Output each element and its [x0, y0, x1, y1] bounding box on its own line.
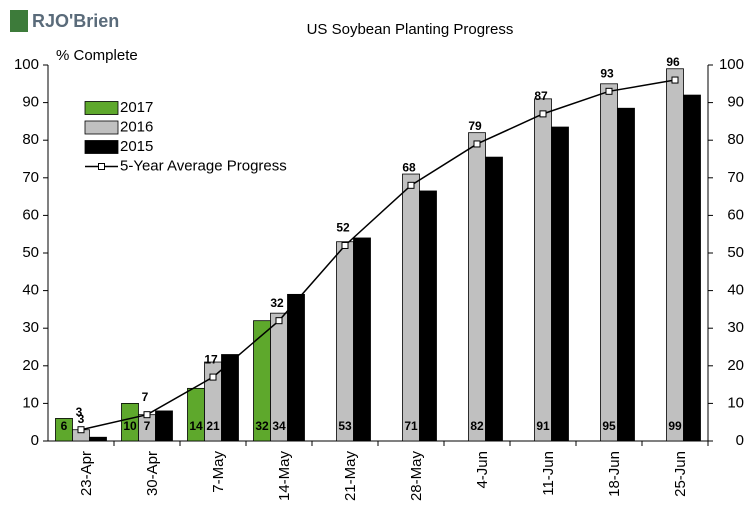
data-label: 68: [402, 160, 416, 174]
line-marker: [143, 411, 151, 419]
data-label: 79: [468, 119, 482, 133]
y-axis-label: % Complete: [56, 47, 138, 64]
data-label: 34: [272, 419, 286, 433]
y-tick-label: 20: [22, 357, 39, 374]
legend-label: 2017: [120, 99, 153, 116]
x-tick-label: 4-Jun: [474, 451, 491, 489]
data-label: 91: [536, 419, 550, 433]
data-label: 3: [76, 405, 83, 419]
y-tick-label: 100: [14, 56, 39, 73]
average-line: [80, 79, 676, 431]
bar: [89, 436, 107, 442]
bar: [600, 83, 618, 442]
line-marker: [539, 110, 547, 118]
y2-tick-label: 10: [727, 394, 744, 411]
logo-mark: [10, 10, 28, 32]
bar: [155, 410, 173, 442]
bar: [468, 132, 486, 442]
y-tick-label: 30: [22, 319, 39, 336]
y2-tick-label: 0: [736, 432, 744, 449]
y2-tick-label: 100: [719, 56, 744, 73]
y2-tick-label: 90: [727, 94, 744, 111]
legend-label: 5-Year Average Progress: [120, 157, 287, 174]
logo: RJO'Brien: [32, 11, 119, 31]
y2-tick-label: 30: [727, 319, 744, 336]
y2-tick-label: 50: [727, 244, 744, 261]
y2-tick-label: 20: [727, 357, 744, 374]
x-tick-label: 14-May: [276, 451, 293, 502]
legend-marker: [98, 163, 105, 170]
legend-swatch: [84, 120, 119, 135]
y2-tick-label: 60: [727, 206, 744, 223]
bar: [419, 190, 437, 442]
bar: [336, 241, 354, 442]
data-label: 10: [123, 419, 137, 433]
line-marker: [275, 317, 283, 325]
x-tick-label: 18-Jun: [606, 451, 623, 497]
y-tick-label: 50: [22, 244, 39, 261]
x-tick-label: 7-May: [210, 451, 227, 493]
line-marker: [77, 426, 85, 434]
bar: [221, 354, 239, 442]
bar: [287, 293, 305, 442]
y-tick-label: 70: [22, 169, 39, 186]
y-tick-label: 60: [22, 206, 39, 223]
data-label: 82: [470, 419, 484, 433]
line-marker: [209, 373, 217, 381]
y-tick-label: 40: [22, 282, 39, 299]
y2-tick-label: 40: [727, 282, 744, 299]
x-tick-label: 11-Jun: [540, 451, 557, 496]
y-tick-label: 0: [31, 432, 39, 449]
data-label: 14: [189, 419, 203, 433]
bar: [617, 107, 635, 442]
y-tick-label: 90: [22, 94, 39, 111]
data-label: 32: [270, 296, 284, 310]
data-label: 32: [255, 419, 269, 433]
legend-swatch: [84, 140, 119, 154]
x-tick-label: 30-Apr: [144, 451, 161, 496]
data-label: 87: [534, 89, 548, 103]
data-label: 17: [204, 352, 218, 366]
y-tick-label: 80: [22, 131, 39, 148]
line-marker: [341, 241, 349, 249]
legend-label: 2016: [120, 118, 153, 135]
data-label: 21: [206, 419, 220, 433]
x-tick-label: 23-Apr: [78, 451, 95, 496]
data-label: 3: [78, 412, 85, 426]
data-label: 93: [600, 66, 614, 80]
data-label: 53: [338, 419, 352, 433]
data-label: 7: [142, 390, 149, 404]
data-label: 99: [668, 419, 682, 433]
bar: [534, 98, 552, 442]
x-tick-label: 28-May: [408, 451, 425, 502]
data-label: 6: [61, 419, 68, 433]
line-marker: [473, 140, 481, 148]
line-marker: [605, 87, 613, 95]
chart-title: US Soybean Planting Progress: [307, 21, 514, 38]
y-tick-label: 10: [22, 394, 39, 411]
bar: [485, 156, 503, 442]
bar: [666, 68, 684, 442]
data-label: 52: [336, 221, 350, 235]
bar: [683, 94, 701, 442]
bar: [353, 237, 371, 442]
x-tick-label: 25-Jun: [672, 451, 689, 497]
data-label: 96: [666, 55, 680, 69]
data-label: 71: [404, 419, 418, 433]
bar: [551, 126, 569, 442]
data-label: 7: [144, 419, 151, 433]
y2-tick-label: 70: [727, 169, 744, 186]
legend-label: 2015: [120, 138, 153, 155]
line-marker: [407, 181, 415, 189]
data-label: 95: [602, 419, 616, 433]
legend-swatch: [84, 101, 119, 115]
x-tick-label: 21-May: [342, 451, 359, 502]
line-marker: [671, 76, 679, 84]
bar: [402, 173, 420, 442]
y2-tick-label: 80: [727, 131, 744, 148]
